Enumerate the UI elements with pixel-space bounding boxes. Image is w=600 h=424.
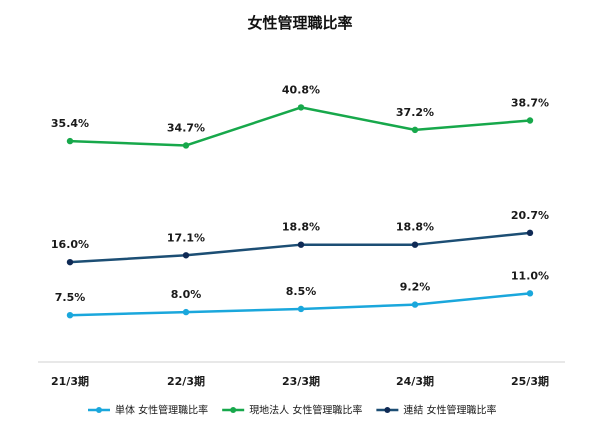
- data-point: [66, 258, 74, 266]
- chart-title: 女性管理職比率: [247, 14, 353, 32]
- data-point: [182, 308, 190, 316]
- data-label: 9.2%: [400, 281, 431, 294]
- data-label: 8.5%: [286, 285, 317, 298]
- legend-item: 現地法人 女性管理職比率: [222, 404, 362, 417]
- data-point: [526, 290, 534, 297]
- legend-label: 現地法人 女性管理職比率: [249, 404, 362, 417]
- x-tick-label: 22/3期: [167, 374, 205, 388]
- data-point: [297, 104, 305, 111]
- legend-item: 単体 女性管理職比率: [88, 404, 208, 417]
- data-point: [297, 305, 305, 313]
- data-point: [66, 312, 74, 319]
- legend-label: 連結 女性管理職比率: [403, 404, 496, 417]
- x-tick-label: 24/3期: [396, 374, 434, 388]
- data-label: 40.8%: [282, 83, 320, 96]
- data-point: [297, 241, 305, 248]
- legend-swatch-marker: [230, 407, 237, 413]
- x-tick-label: 23/3期: [282, 374, 320, 388]
- data-label: 37.2%: [396, 106, 434, 119]
- data-point: [182, 142, 190, 149]
- data-label: 18.8%: [282, 221, 320, 234]
- series-line: [68, 106, 532, 147]
- legend-label: 単体 女性管理職比率: [115, 404, 208, 417]
- data-label: 8.0%: [171, 288, 202, 301]
- data-label: 11.0%: [511, 269, 549, 282]
- x-tick-label: 25/3期: [511, 374, 549, 388]
- data-point: [526, 229, 534, 237]
- data-label: 7.5%: [55, 291, 86, 304]
- data-label: 18.8%: [396, 221, 434, 234]
- data-point: [526, 117, 534, 124]
- data-point: [411, 241, 419, 248]
- data-label: 35.4%: [51, 117, 89, 130]
- legend-swatch-marker: [96, 407, 102, 413]
- data-label: 17.1%: [167, 231, 205, 244]
- data-point: [66, 137, 74, 145]
- x-tick-label: 21/3期: [51, 374, 89, 388]
- data-label: 16.0%: [51, 238, 89, 251]
- data-point: [182, 252, 190, 259]
- legend-item: 連結 女性管理職比率: [376, 404, 497, 417]
- data-label: 34.7%: [167, 121, 205, 134]
- data-label: 20.7%: [511, 209, 549, 222]
- data-point: [411, 126, 419, 134]
- data-point: [411, 301, 419, 308]
- legend-swatch-marker: [384, 407, 391, 413]
- data-label: 38.7%: [511, 97, 549, 110]
